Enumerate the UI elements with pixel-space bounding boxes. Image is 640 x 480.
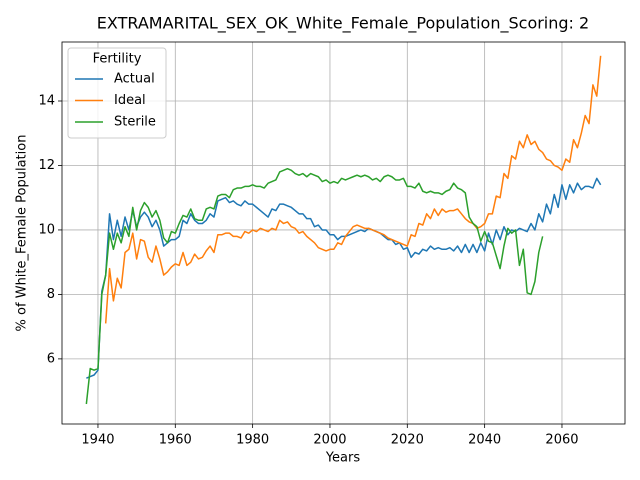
x-tick-label: 1980 xyxy=(236,433,269,448)
y-tick-label: 8 xyxy=(47,287,55,302)
y-tick-label: 6 xyxy=(47,351,55,366)
x-axis-label: Years xyxy=(325,451,361,466)
legend-box xyxy=(67,47,167,139)
y-tick-label: 10 xyxy=(38,222,55,237)
plot-frame xyxy=(61,41,626,425)
x-tick-label: 2060 xyxy=(545,433,578,448)
x-tick-label: 1940 xyxy=(81,433,114,448)
x-tick-label: 2020 xyxy=(391,433,424,448)
line-series xyxy=(85,167,544,405)
y-tick-label: 12 xyxy=(38,158,55,173)
y-tick-label: 14 xyxy=(38,93,55,108)
x-tick-label: 2040 xyxy=(468,433,501,448)
legend-label: Actual xyxy=(114,72,155,87)
chart-title: EXTRAMARITAL_SEX_OK_White_Female_Populat… xyxy=(97,14,589,34)
legend-title: Fertility xyxy=(93,52,142,67)
legend-label: Ideal xyxy=(114,93,146,108)
legend-label: Sterile xyxy=(114,115,156,130)
x-tick-label: 2000 xyxy=(313,433,346,448)
line-series xyxy=(104,55,602,324)
x-tick-label: 1960 xyxy=(159,433,192,448)
y-axis-label: % of White_Female Population xyxy=(15,135,30,332)
